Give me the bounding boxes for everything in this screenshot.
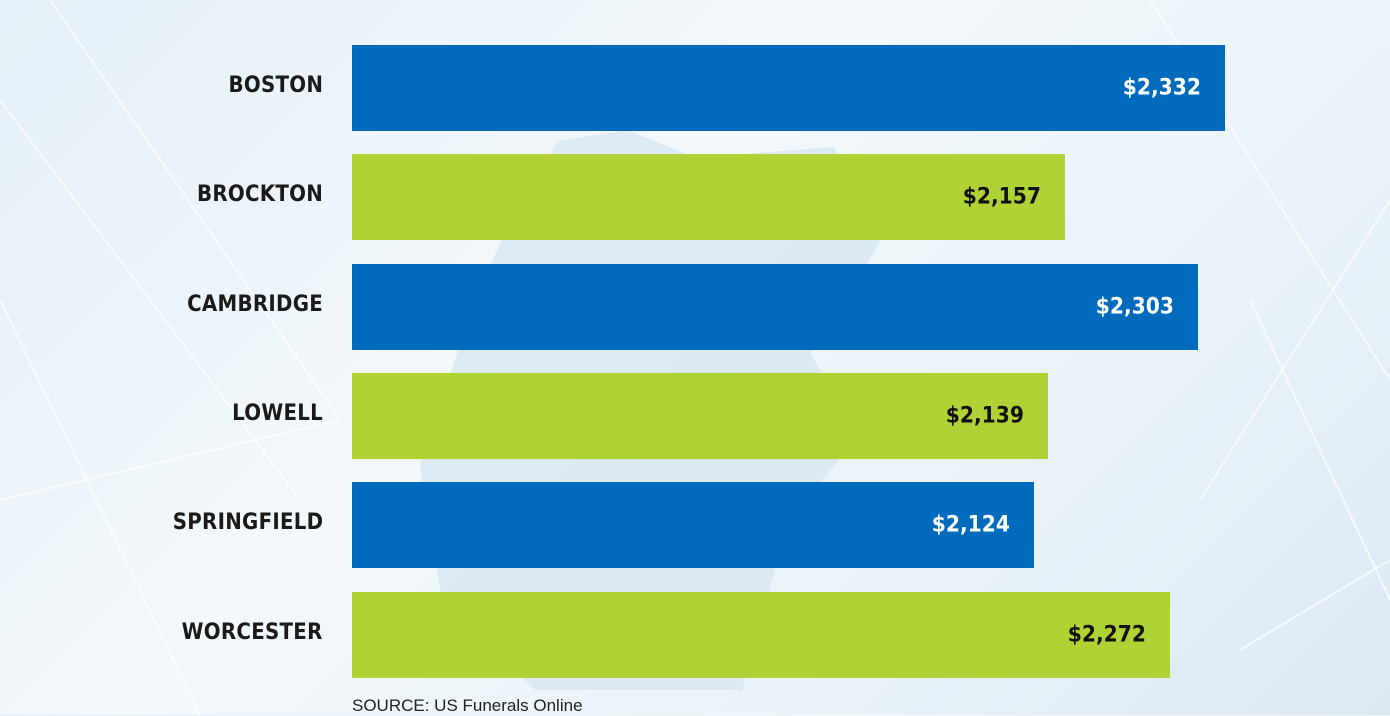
source-note: SOURCE: US Funerals Online <box>352 696 583 715</box>
bar: $2,303 <box>352 263 1199 350</box>
category-label: BROCKTON <box>196 182 323 208</box>
category-label: WORCESTER <box>182 619 323 645</box>
data-label: $2,303 <box>1096 294 1175 320</box>
bar: $2,332 <box>352 45 1225 131</box>
bar: $2,124 <box>352 482 1035 569</box>
data-label: $2,124 <box>932 512 1011 538</box>
bar: $2,272 <box>352 591 1170 678</box>
category-label: BOSTON <box>228 73 323 98</box>
data-label: $2,139 <box>945 403 1024 429</box>
data-label: $2,157 <box>962 184 1041 210</box>
bar: $2,139 <box>352 372 1048 459</box>
bar: $2,157 <box>352 154 1065 241</box>
category-label: CAMBRIDGE <box>187 291 323 317</box>
category-label: SPRINGFIELD <box>172 510 323 536</box>
data-label: $2,272 <box>1067 622 1146 647</box>
category-label: LOWELL <box>232 400 323 426</box>
data-label: $2,332 <box>1122 75 1201 101</box>
